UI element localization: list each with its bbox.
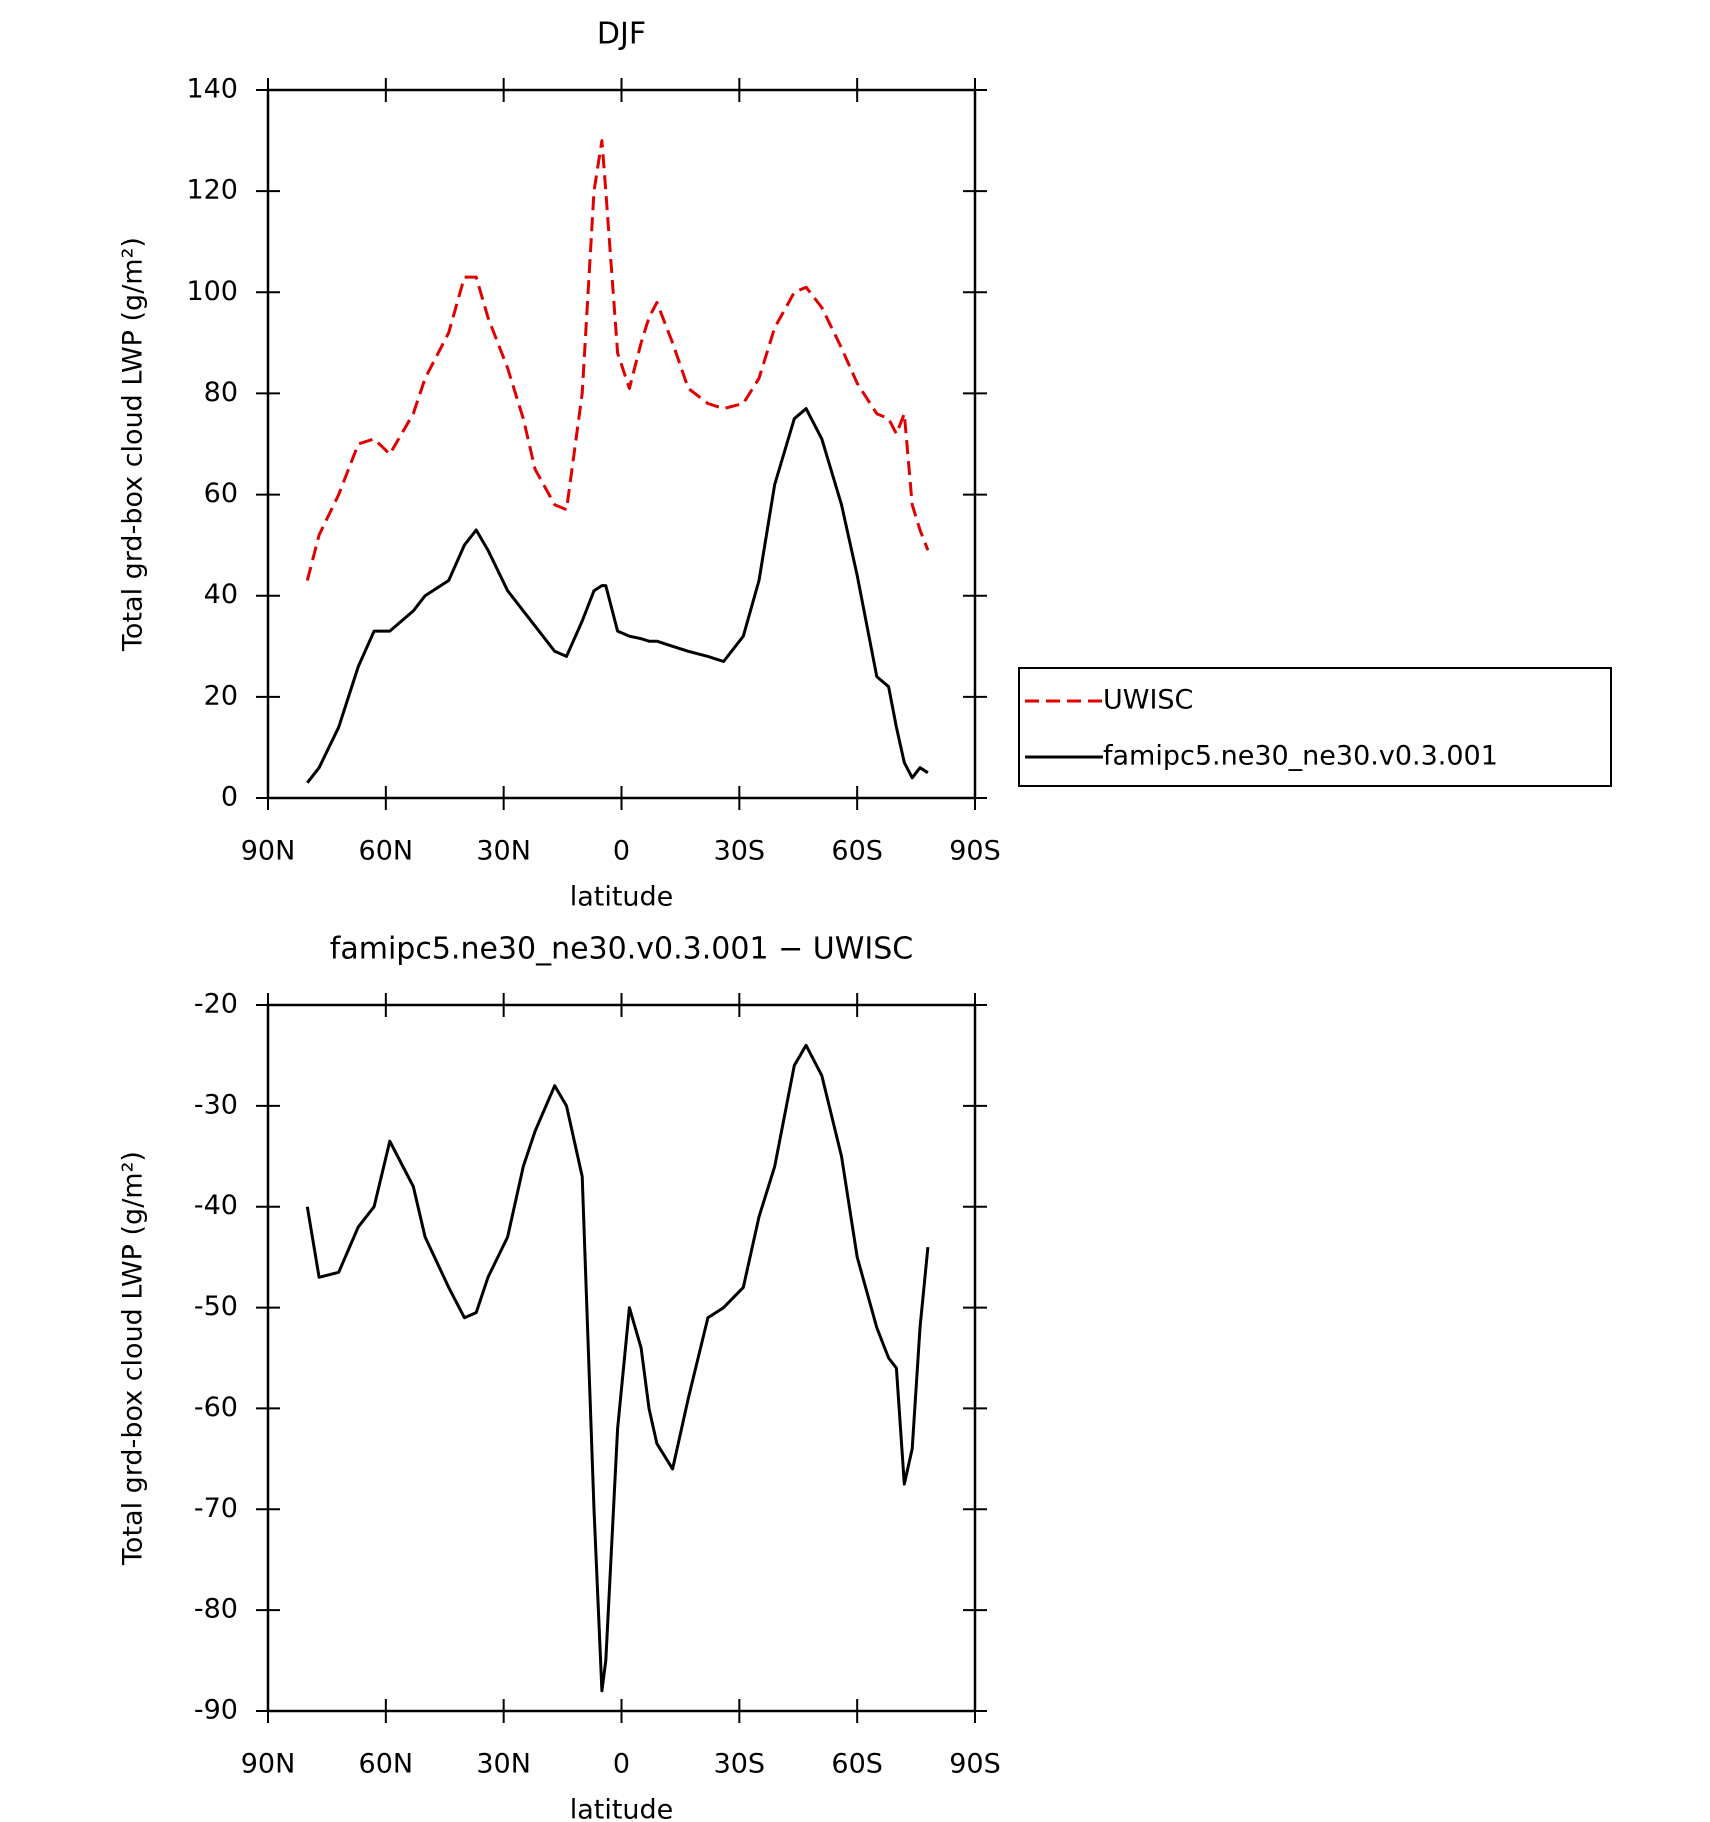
x-tick-label: 90S (949, 836, 1001, 867)
data-line (306, 407, 929, 784)
x-tick-label: 90N (241, 836, 296, 867)
x-tick-label: 90S (949, 1749, 1001, 1780)
x-tick-label: 30S (714, 1749, 766, 1780)
y-tick-label: 80 (204, 377, 238, 408)
x-axis-label: latitude (570, 1795, 674, 1822)
y-tick-label: -40 (194, 1190, 238, 1221)
x-axis-label: latitude (570, 882, 674, 913)
chart-title: DJF (597, 17, 646, 52)
x-tick-label: 90N (241, 1749, 296, 1780)
legend-box (1018, 667, 1612, 787)
legend-label: famipc5.ne30_ne30.v0.3.001 (1103, 741, 1498, 772)
x-tick-label: 0 (613, 1749, 630, 1780)
y-tick-label: 20 (204, 680, 238, 711)
y-tick-label: 40 (204, 579, 238, 610)
data-line (305, 139, 930, 581)
x-tick-label: 60S (831, 1749, 883, 1780)
x-tick-label: 60S (831, 836, 883, 867)
y-tick-label: -20 (194, 989, 238, 1020)
y-tick-label: 120 (186, 175, 238, 206)
plot-frame (266, 88, 977, 800)
y-tick-label: 100 (186, 276, 238, 307)
x-tick-label: 30S (714, 836, 766, 867)
y-tick-label: -70 (194, 1493, 238, 1524)
plot-frame (266, 1003, 977, 1713)
y-axis-label: Total grd-box cloud LWP (g/m²) (118, 1151, 149, 1566)
chart-title: famipc5.ne30_ne30.v0.3.001 − UWISC (330, 932, 913, 967)
y-tick-label: -90 (194, 1695, 238, 1726)
y-tick-label: -50 (194, 1291, 238, 1322)
y-tick-label: 140 (186, 74, 238, 105)
data-line (305, 1043, 930, 1693)
y-tick-label: -30 (194, 1089, 238, 1120)
x-tick-label: 60N (359, 1749, 414, 1780)
y-tick-label: 0 (221, 782, 238, 813)
y-tick-label: -80 (194, 1594, 238, 1625)
y-tick-label: -60 (194, 1392, 238, 1423)
y-axis-label: Total grd-box cloud LWP (g/m²) (118, 237, 149, 652)
y-tick-label: 60 (204, 478, 238, 509)
x-tick-label: 30N (476, 1749, 531, 1780)
x-tick-label: 0 (613, 836, 630, 867)
x-tick-label: 60N (359, 836, 414, 867)
legend-label: UWISC (1103, 685, 1193, 716)
x-tick-label: 30N (476, 836, 531, 867)
